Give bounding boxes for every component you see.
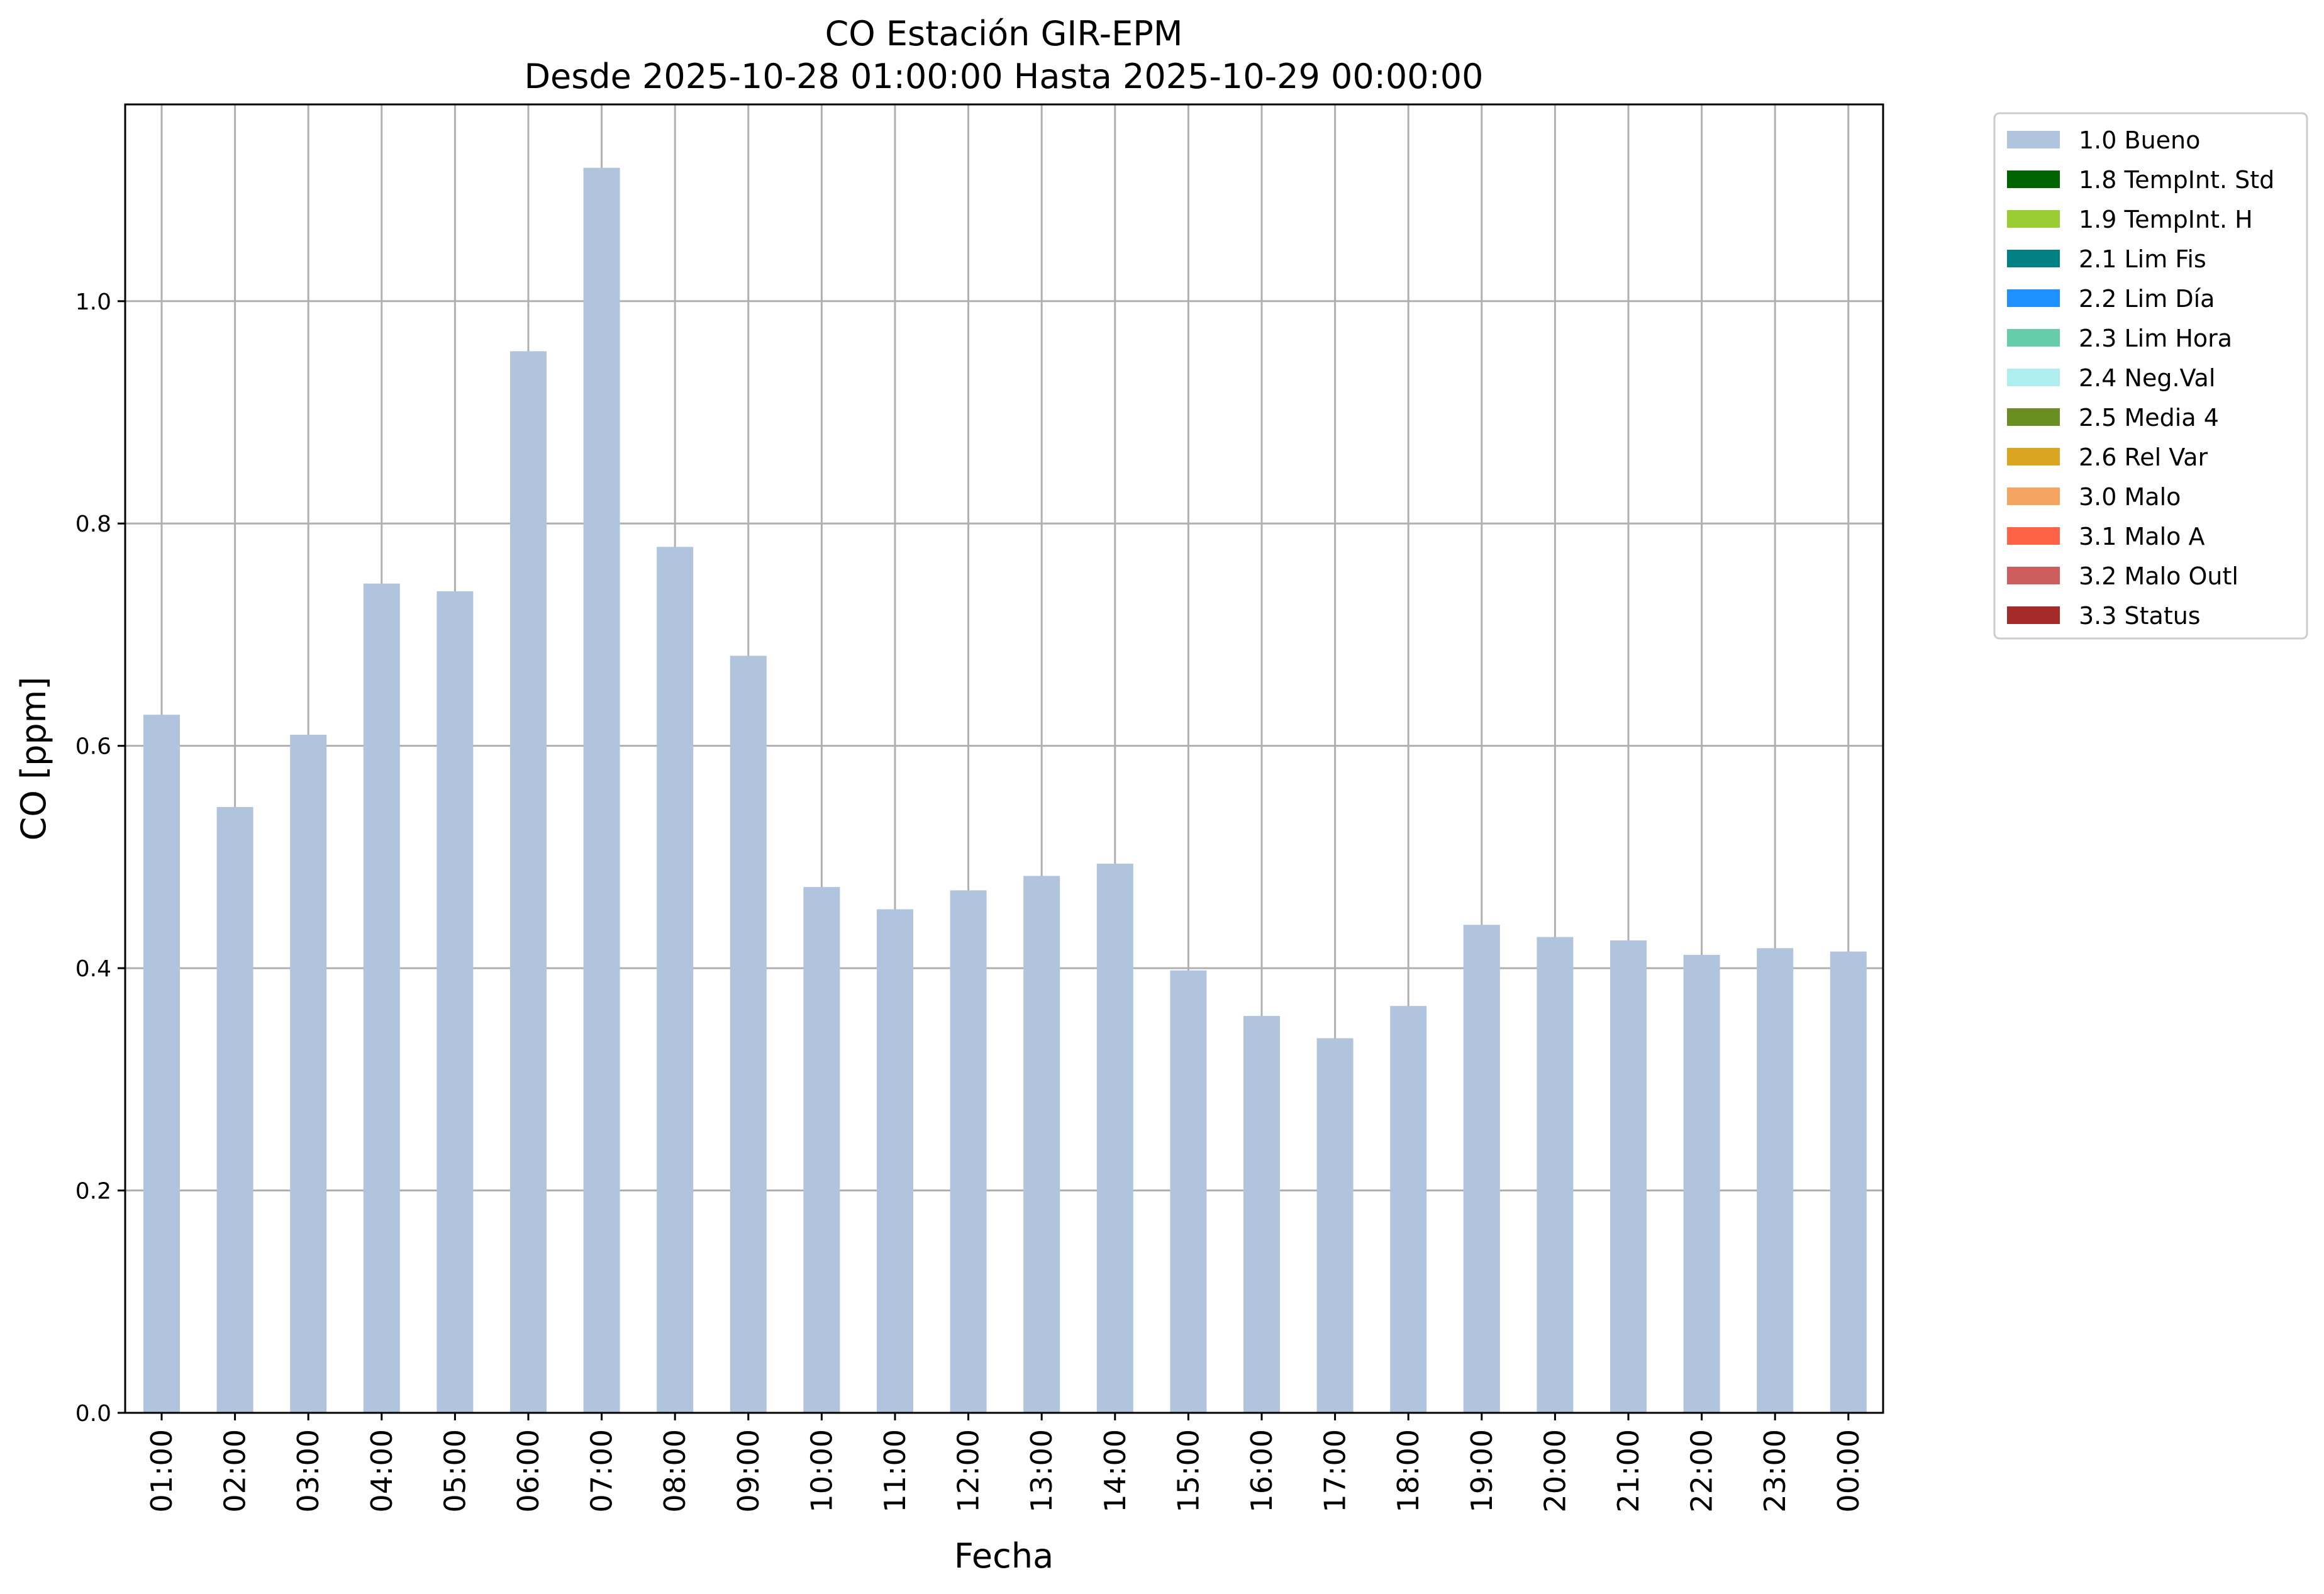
bar-0600 bbox=[510, 351, 547, 1413]
legend: 1.0 Bueno 1.8 TempInt. Std 1.9 TempInt. H 2… bbox=[1993, 112, 2308, 640]
x-tick-label: 19:00 bbox=[1465, 1429, 1499, 1513]
y-tick-label: 0.0 bbox=[75, 1401, 111, 1427]
legend-label: 3.1 Malo A bbox=[2079, 523, 2204, 550]
legend-label: 2.6 Rel Var bbox=[2079, 443, 2208, 471]
x-axis-ticks: 01:00 02:00 03:00 04:00 05:00 06:00 07:00 08:00… bbox=[145, 1413, 1865, 1513]
legend-label: 1.9 TempInt. H bbox=[2079, 206, 2253, 233]
plot-frame bbox=[124, 103, 1884, 1414]
bar-1000 bbox=[803, 887, 840, 1413]
x-tick-label: 10:00 bbox=[804, 1429, 838, 1513]
bar-2200 bbox=[1683, 954, 1720, 1413]
legend-label: 2.5 Media 4 bbox=[2079, 404, 2219, 432]
legend-swatch bbox=[2007, 606, 2060, 624]
legend-swatch bbox=[2007, 131, 2060, 148]
y-axis-label: CO [ppm] bbox=[14, 677, 53, 841]
x-tick-label: 11:00 bbox=[878, 1429, 912, 1513]
legend-swatch bbox=[2007, 488, 2060, 505]
x-axis-label: Fecha bbox=[954, 1536, 1054, 1576]
legend-label: 3.2 Malo Outl bbox=[2079, 562, 2238, 590]
x-tick-label: 13:00 bbox=[1025, 1429, 1059, 1513]
bar-1300 bbox=[1023, 876, 1060, 1413]
y-axis-ticks: 0.0 0.2 0.4 0.6 0.8 1.0 bbox=[75, 289, 125, 1427]
legend-label: 2.2 Lim Día bbox=[2079, 285, 2215, 313]
x-tick-label: 12:00 bbox=[952, 1429, 986, 1513]
x-tick-label: 14:00 bbox=[1098, 1429, 1132, 1513]
x-tick-label: 15:00 bbox=[1171, 1429, 1205, 1513]
legend-label: 2.3 Lim Hora bbox=[2079, 325, 2232, 352]
y-tick-label: 1.0 bbox=[75, 289, 111, 315]
x-tick-label: 16:00 bbox=[1245, 1429, 1279, 1513]
legend-label: 3.0 Malo bbox=[2079, 483, 2181, 511]
legend-label: 1.0 Bueno bbox=[2079, 126, 2200, 154]
legend-swatch bbox=[2007, 250, 2060, 267]
x-tick-label: 00:00 bbox=[1832, 1429, 1865, 1513]
bar-1100 bbox=[877, 909, 913, 1413]
legend-label: 1.8 TempInt. Std bbox=[2079, 166, 2274, 194]
bar-0300 bbox=[290, 735, 327, 1413]
legend-label: 2.4 Neg.Val bbox=[2079, 364, 2215, 392]
x-tick-label: 22:00 bbox=[1685, 1429, 1719, 1513]
legend-swatch bbox=[2007, 210, 2060, 228]
bar-0400 bbox=[363, 583, 400, 1413]
legend-swatch bbox=[2007, 329, 2060, 347]
x-tick-label: 07:00 bbox=[585, 1429, 619, 1513]
x-tick-label: 05:00 bbox=[438, 1429, 472, 1513]
bar-1200 bbox=[950, 890, 987, 1413]
bar-1800 bbox=[1390, 1006, 1427, 1413]
bar-2100 bbox=[1610, 940, 1647, 1413]
legend-swatch bbox=[2007, 527, 2060, 545]
legend-swatch bbox=[2007, 448, 2060, 465]
x-tick-label: 18:00 bbox=[1391, 1429, 1425, 1513]
bar-0200 bbox=[216, 806, 253, 1413]
x-tick-label: 04:00 bbox=[365, 1429, 399, 1513]
bar-0500 bbox=[436, 591, 474, 1413]
legend-label: 3.3 Status bbox=[2079, 602, 2201, 630]
x-tick-label: 09:00 bbox=[731, 1429, 765, 1513]
legend-swatch bbox=[2007, 567, 2060, 584]
bar-1600 bbox=[1243, 1016, 1280, 1413]
chart-subtitle: Desde 2025-10-28 01:00:00 Hasta 2025-10-… bbox=[524, 57, 1483, 96]
x-tick-label: 21:00 bbox=[1611, 1429, 1645, 1513]
legend-swatch bbox=[2007, 408, 2060, 426]
y-tick-label: 0.6 bbox=[75, 734, 111, 760]
x-tick-label: 08:00 bbox=[658, 1429, 692, 1513]
bar-0000 bbox=[1830, 951, 1867, 1413]
x-tick-label: 03:00 bbox=[291, 1429, 325, 1513]
x-tick-label: 17:00 bbox=[1318, 1429, 1352, 1513]
y-tick-label: 0.8 bbox=[75, 511, 111, 537]
x-tick-label: 23:00 bbox=[1758, 1429, 1792, 1513]
legend-swatch bbox=[2007, 170, 2060, 188]
bar-1500 bbox=[1170, 970, 1207, 1413]
y-tick-label: 0.2 bbox=[75, 1179, 111, 1205]
bar-0700 bbox=[583, 167, 620, 1413]
legend-box bbox=[1993, 112, 2308, 640]
bar-0100 bbox=[143, 715, 180, 1413]
legend-swatch bbox=[2007, 369, 2060, 386]
bar-1900 bbox=[1463, 925, 1500, 1413]
chart-title: CO Estación GIR-EPM bbox=[825, 14, 1183, 53]
bar-2300 bbox=[1757, 948, 1794, 1413]
bar-0900 bbox=[730, 655, 767, 1413]
bar-2000 bbox=[1537, 937, 1574, 1413]
bar-0800 bbox=[657, 547, 694, 1413]
x-tick-label: 20:00 bbox=[1538, 1429, 1572, 1513]
bars bbox=[143, 167, 1867, 1413]
bar-1400 bbox=[1096, 864, 1133, 1413]
legend-label: 2.1 Lim Fis bbox=[2079, 245, 2206, 273]
x-tick-label: 06:00 bbox=[511, 1429, 545, 1513]
y-tick-label: 0.4 bbox=[75, 956, 111, 982]
bar-1700 bbox=[1316, 1038, 1354, 1413]
x-tick-label: 02:00 bbox=[218, 1429, 252, 1513]
x-tick-label: 01:00 bbox=[145, 1429, 179, 1513]
legend-swatch bbox=[2007, 289, 2060, 307]
